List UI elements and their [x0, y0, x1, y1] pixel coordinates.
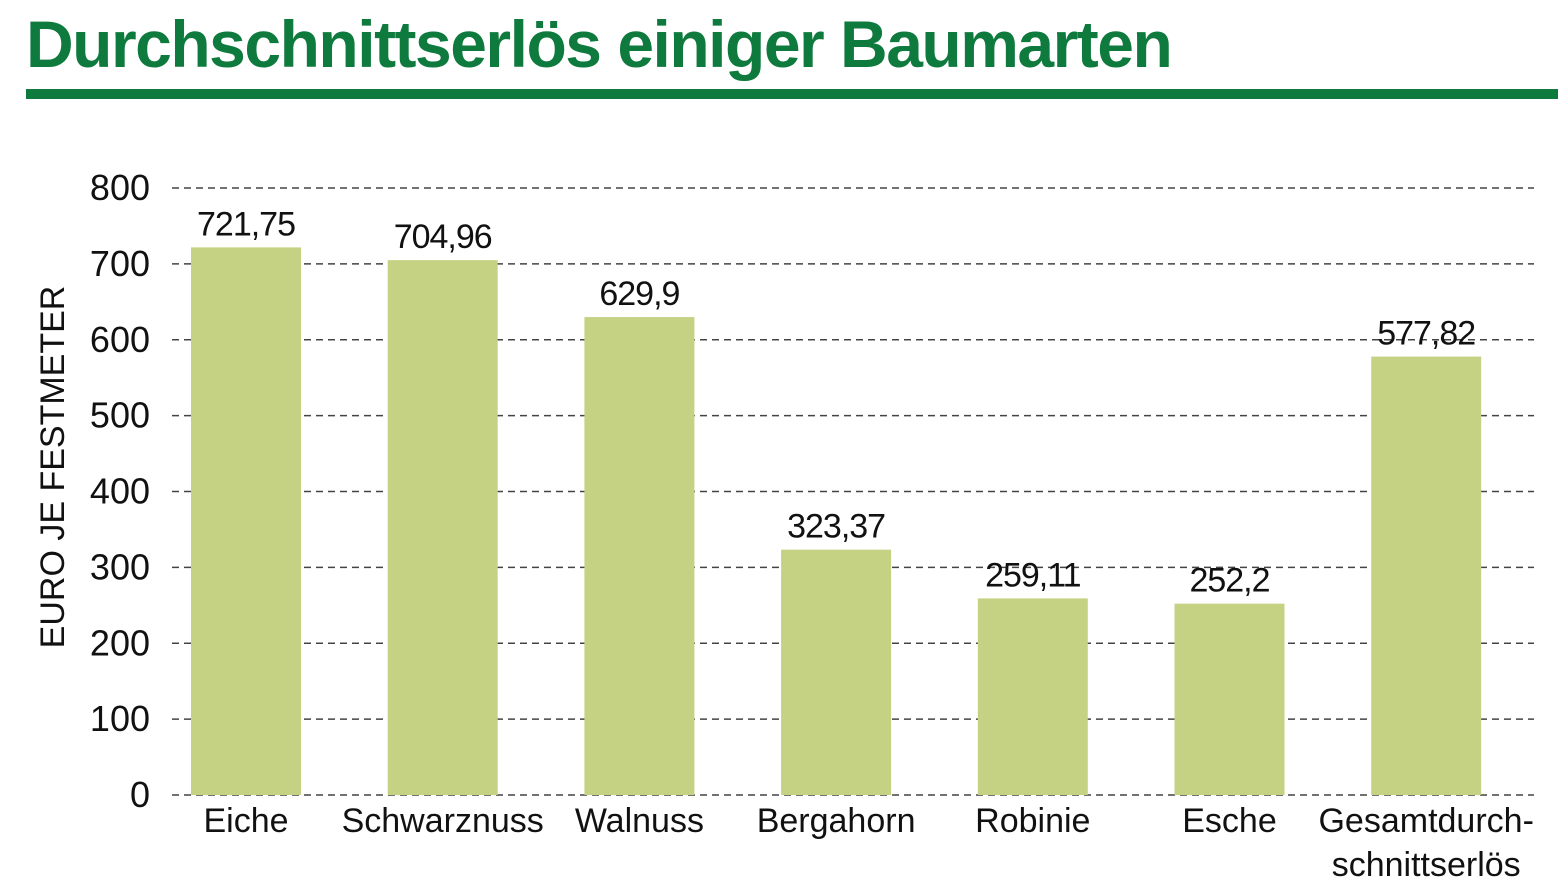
data-label: 323,37 [787, 508, 885, 546]
x-tick-label: schnittserlös [1332, 846, 1521, 884]
bars [191, 247, 1482, 796]
y-tick-label: 700 [90, 243, 150, 284]
bar [1174, 603, 1285, 795]
bar [387, 260, 498, 796]
y-axis-label: EURO JE FESTMETER [34, 286, 72, 649]
grid-lines [172, 187, 1534, 796]
value-labels: 721,75 704,96 629,9 323,37 259,11 252,2 577,82 [197, 205, 1476, 600]
y-tick-label: 800 [90, 167, 150, 208]
bar [1371, 356, 1482, 795]
data-label: 577,82 [1377, 315, 1475, 353]
x-tick-label: Esche [1182, 802, 1277, 840]
data-label: 252,2 [1189, 562, 1269, 600]
y-tick-label: 100 [90, 698, 150, 739]
y-tick-label: 600 [90, 319, 150, 360]
x-tick-label: Gesamtdurch- [1318, 802, 1533, 840]
x-axis-ticks: Eiche Schwarznuss Walnuss Bergahorn Robinie E… [203, 802, 1533, 884]
bar [781, 549, 892, 795]
x-tick-label: Eiche [203, 802, 288, 840]
x-tick-label: Bergahorn [757, 802, 916, 840]
y-tick-label: 400 [90, 471, 150, 512]
y-axis-ticks: 0 100 200 300 400 500 600 700 800 [90, 167, 150, 815]
data-label: 629,9 [599, 275, 679, 313]
bar [584, 317, 695, 795]
bar [191, 247, 301, 795]
data-label: 721,75 [197, 205, 295, 243]
y-tick-label: 0 [130, 774, 150, 815]
title-underline [26, 89, 1558, 99]
bar [977, 598, 1088, 795]
x-tick-label: Robinie [975, 802, 1090, 840]
y-tick-label: 500 [90, 395, 150, 436]
data-label: 704,96 [394, 218, 492, 256]
y-tick-label: 300 [90, 546, 150, 587]
chart-title: Durchschnittserlös einiger Baumarten [26, 7, 1173, 81]
x-tick-label: Walnuss [575, 802, 704, 840]
data-label: 259,11 [985, 556, 1081, 594]
x-tick-label: Schwarznuss [342, 802, 544, 840]
y-tick-label: 200 [90, 622, 150, 663]
